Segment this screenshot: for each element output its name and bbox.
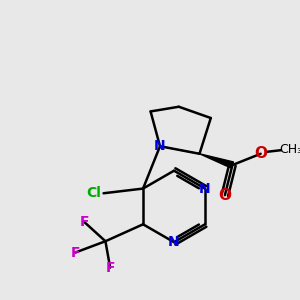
Text: N: N — [154, 139, 166, 153]
Text: N: N — [168, 235, 180, 249]
Text: O: O — [218, 188, 231, 202]
Text: F: F — [70, 245, 80, 260]
Text: Cl: Cl — [87, 186, 102, 200]
Polygon shape — [160, 146, 200, 154]
Text: O: O — [254, 146, 267, 161]
Text: F: F — [105, 261, 115, 274]
Text: CH₃: CH₃ — [279, 142, 300, 156]
Text: N: N — [199, 182, 211, 196]
Text: F: F — [80, 215, 89, 230]
Polygon shape — [200, 154, 233, 168]
